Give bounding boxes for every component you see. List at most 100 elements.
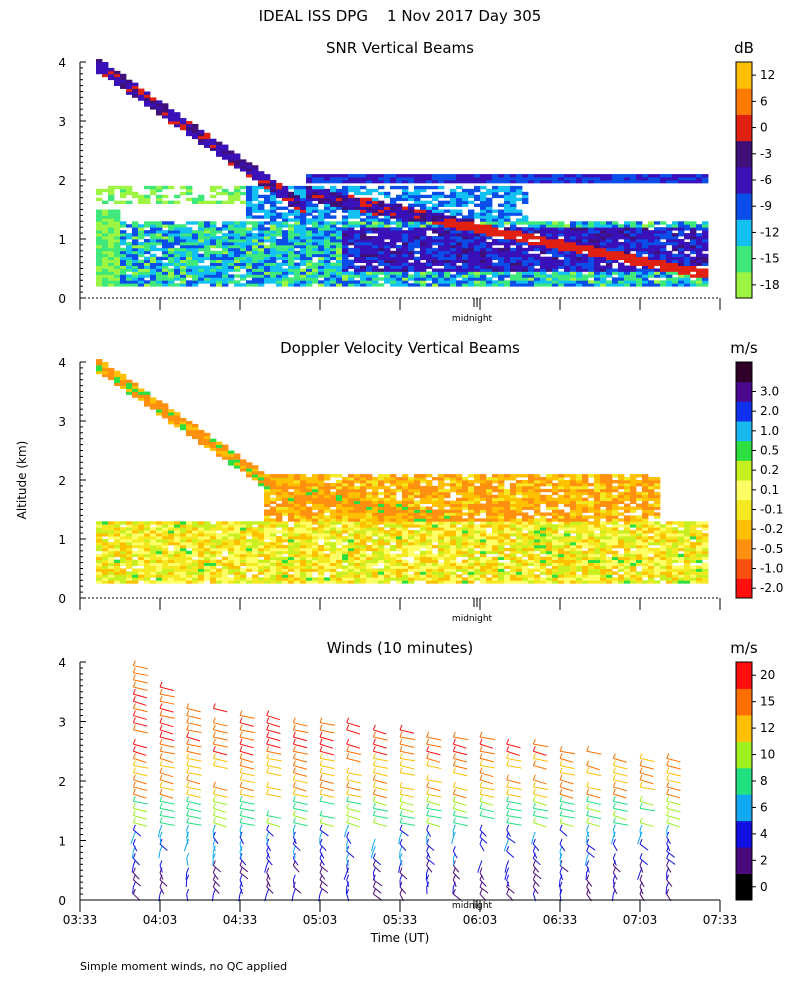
doppler-cell (384, 533, 391, 537)
snr-cell (288, 277, 295, 281)
snr-cell (444, 174, 451, 178)
doppler-cell (486, 539, 493, 543)
snr-cell (498, 280, 505, 284)
snr-cell (102, 280, 109, 284)
doppler-cell (240, 527, 247, 531)
snr-cell (588, 241, 595, 246)
snr-cell (462, 262, 469, 266)
snr-cell (192, 236, 199, 240)
snr-colorbar-swatch (736, 62, 752, 89)
snr-cell (702, 233, 709, 237)
snr-cell (234, 165, 241, 169)
doppler-cell (186, 530, 193, 534)
doppler-cell (144, 533, 151, 537)
snr-cell (270, 280, 277, 284)
snr-cell (432, 221, 439, 225)
snr-cell (420, 215, 427, 219)
snr-cell (384, 227, 391, 231)
snr-cell (378, 253, 385, 258)
snr-cell (522, 230, 529, 234)
doppler-cell (150, 574, 157, 578)
snr-cell (318, 250, 325, 255)
snr-cell (678, 259, 685, 263)
snr-cell (414, 194, 421, 199)
snr-cell (240, 233, 247, 237)
snr-cell (696, 274, 703, 278)
snr-cell (372, 271, 379, 275)
snr-cell (126, 280, 133, 284)
snr-cell (414, 197, 421, 202)
snr-cell (258, 194, 265, 199)
snr-cell (546, 180, 553, 184)
snr-cell (102, 227, 109, 231)
doppler-cell (156, 530, 163, 534)
doppler-cell (300, 568, 307, 572)
doppler-cell (390, 562, 397, 566)
snr-cell (252, 174, 259, 178)
snr-cell (342, 215, 349, 219)
snr-cell (540, 274, 547, 278)
doppler-cell (438, 568, 445, 572)
snr-cell (576, 271, 583, 275)
snr-cell (420, 283, 427, 287)
doppler-title: Doppler Velocity Vertical Beams (280, 339, 520, 357)
snr-cell (528, 262, 535, 266)
doppler-cell (348, 577, 355, 581)
snr-cell (468, 280, 475, 284)
snr-cell (216, 283, 223, 287)
doppler-cell (396, 556, 403, 561)
snr-cell (420, 206, 427, 210)
snr-cell (540, 271, 547, 275)
doppler-cell (432, 527, 439, 531)
doppler-cell (348, 506, 355, 510)
snr-cell (372, 247, 379, 252)
snr-cell (372, 180, 379, 184)
snr-cell (222, 227, 229, 231)
snr-cell (432, 274, 439, 278)
snr-cell (204, 233, 211, 237)
doppler-cell (264, 536, 271, 540)
snr-cell (528, 174, 535, 178)
doppler-cell (102, 577, 109, 581)
doppler-cell (438, 524, 445, 528)
snr-cell (216, 147, 223, 151)
snr-cell (660, 268, 667, 272)
snr-cell (468, 191, 475, 196)
snr-cell (582, 280, 589, 284)
snr-cell (372, 230, 379, 234)
doppler-cell (408, 524, 415, 528)
snr-cell (378, 236, 385, 240)
snr-cell (504, 177, 511, 181)
doppler-cell (360, 530, 367, 534)
snr-cell (150, 230, 157, 234)
snr-cell (486, 253, 493, 258)
snr-cell (252, 197, 259, 202)
snr-cell (306, 241, 313, 246)
doppler-cell (168, 553, 175, 558)
snr-cell (354, 256, 361, 261)
snr-cell (540, 224, 547, 228)
doppler-cell (174, 562, 181, 566)
snr-cell (192, 129, 199, 134)
snr-cell (666, 230, 673, 234)
snr-cell (138, 197, 145, 202)
snr-cell (162, 265, 169, 269)
doppler-cell (342, 491, 349, 496)
doppler-cell (222, 571, 229, 575)
snr-cell (330, 268, 337, 272)
snr-cell (390, 185, 397, 190)
snr-cell (426, 271, 433, 275)
doppler-cell (312, 477, 319, 481)
snr-cell (420, 271, 427, 275)
doppler-cell (450, 474, 457, 478)
doppler-cell (390, 536, 397, 540)
doppler-cell (114, 574, 121, 578)
doppler-cell (426, 509, 433, 513)
doppler-cell (204, 530, 211, 534)
snr-cell (354, 177, 361, 181)
snr-cell (96, 256, 103, 261)
doppler-cell (108, 559, 115, 563)
snr-cell (546, 230, 553, 234)
snr-cell (126, 250, 133, 255)
doppler-cell (384, 559, 391, 563)
